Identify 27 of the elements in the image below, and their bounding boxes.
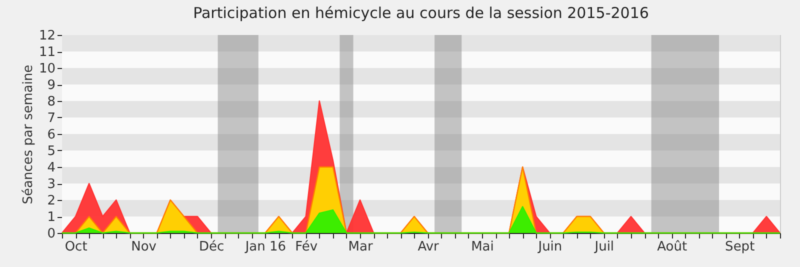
x-tick-label: Juil <box>594 240 614 254</box>
y-tick-label: 6 <box>47 128 56 142</box>
x-tick-label: Juin <box>537 240 562 254</box>
y-tick-label: 0 <box>47 226 56 242</box>
y-tick-label: 3 <box>47 177 56 192</box>
y-tick-label: 1 <box>47 210 56 225</box>
y-tick-label: 9 <box>47 78 56 93</box>
y-tick-label: 10 <box>38 62 56 76</box>
x-tick-label: Mai <box>471 240 494 254</box>
chart-title: Participation en hémicycle au cours de la session 2015-2016 <box>193 4 649 22</box>
y-tick-label: 8 <box>47 94 56 110</box>
y-axis-title: Séances par semaine <box>20 64 36 204</box>
y-tick-label: 4 <box>47 160 56 176</box>
x-tick-label: Sept <box>725 240 755 254</box>
x-tick-label: Nov <box>131 240 157 254</box>
y-tick-label: 5 <box>47 144 56 159</box>
y-tick-label: 7 <box>47 111 56 126</box>
x-tick-label: Mar <box>348 240 374 254</box>
x-tick-label: Déc <box>198 240 224 254</box>
x-tick-label: Oct <box>64 240 88 254</box>
y-tick-label: 2 <box>47 194 56 208</box>
x-tick-label: Jan 16 <box>244 240 286 254</box>
y-tick-label: 12 <box>38 28 56 44</box>
x-tick-label: Août <box>657 240 688 254</box>
y-tick-label: 11 <box>38 45 56 60</box>
x-tick-label: Fév <box>295 240 318 254</box>
x-tick-label: Avr <box>418 240 440 254</box>
